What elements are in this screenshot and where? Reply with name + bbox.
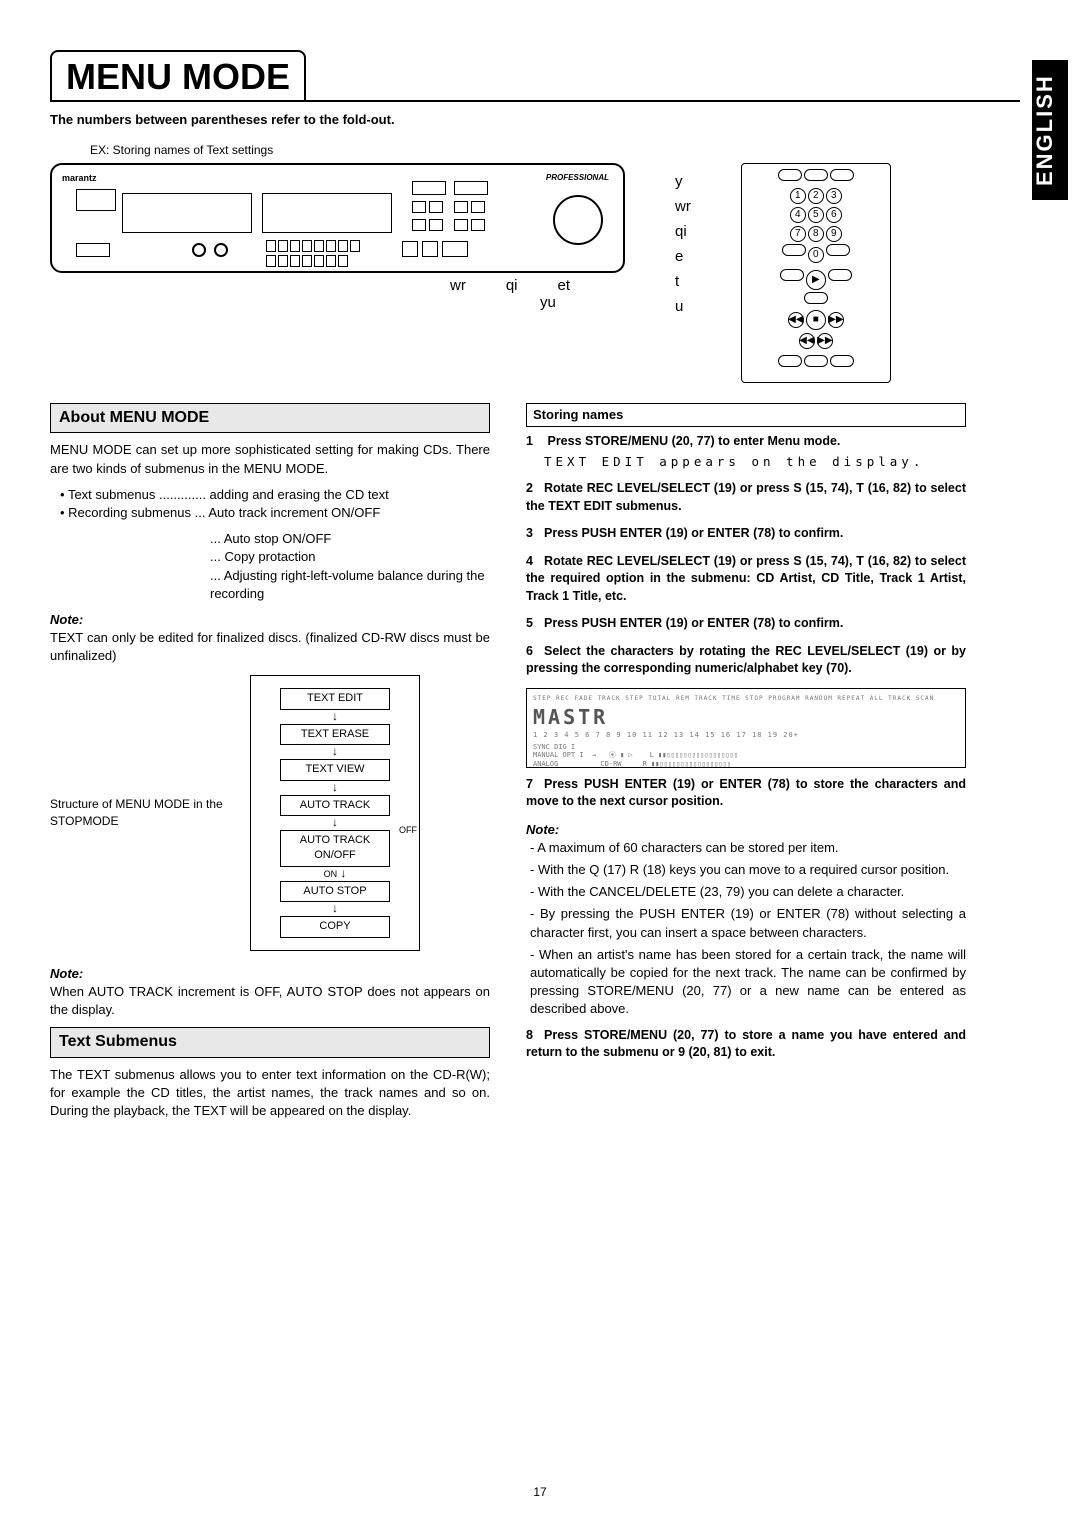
flow-box: AUTO TRACK (280, 795, 390, 816)
list-item: Copy protaction (210, 548, 490, 566)
text-submenus-heading: Text Submenus (50, 1027, 490, 1057)
callout: qi (675, 223, 691, 240)
device-callouts-side: y wr qi e t u (675, 173, 691, 315)
page-title: MENU MODE (50, 50, 306, 102)
callout: y (675, 173, 691, 190)
step-item: Rotate REC LEVEL/SELECT (19) or press S … (526, 480, 966, 515)
storing-step8: Press STORE/MENU (20, 77) to store a nam… (526, 1027, 966, 1062)
subtitle: The numbers between parentheses refer to… (50, 112, 1040, 127)
flow-diagram-wrap: Structure of MENU MODE in the STOPMODE T… (50, 675, 490, 950)
note-label: Note: (50, 965, 490, 983)
step-item: Press PUSH ENTER (19) or ENTER (78) to c… (526, 525, 966, 543)
flow-box: AUTO TRACK ON/OFF (280, 830, 390, 867)
callout: e (675, 248, 691, 265)
text-submenus-body: The TEXT submenus allows you to enter te… (50, 1066, 490, 1121)
step-item: Press STORE/MENU (20, 77) to enter Menu … (526, 433, 966, 470)
storing-heading: Storing names (526, 403, 966, 427)
flow-box: TEXT EDIT (280, 688, 390, 709)
list-item: Text submenus ............. adding and e… (60, 486, 490, 504)
flow-box: TEXT ERASE (280, 724, 390, 745)
storing-notes: A maximum of 60 characters can be stored… (530, 839, 966, 1019)
step-sub: TEXT EDIT appears on the display. (544, 453, 966, 471)
about-heading: About MENU MODE (50, 403, 490, 433)
display-top-row: STEP REC FADE TRACK STEP TOTAL REM TRACK… (533, 695, 959, 703)
remote-diagram: 123 456 789 0 ▶ ◀◀■▶▶ ◀◀▶▶ (741, 163, 891, 383)
list-item: When an artist's name has been stored fo… (530, 946, 966, 1019)
callout: qi (506, 277, 518, 294)
lcd-display: STEP REC FADE TRACK STEP TOTAL REM TRACK… (526, 688, 966, 768)
note-text: TEXT can only be edited for finalized di… (50, 629, 490, 665)
display-bottom: SYNC DIG I MANUAL OPT I → ⦿ ▮ ▷ L ▮▮▯▯▯▯… (533, 743, 959, 768)
list-item: Recording submenus ... Auto track increm… (60, 504, 490, 522)
step-item: Rotate REC LEVEL/SELECT (19) or press S … (526, 553, 966, 606)
device-diagram-row: marantz PROFESSIONAL (50, 163, 1040, 383)
flow-side-label: Structure of MENU MODE in the STOPMODE (50, 796, 230, 830)
display-nums: 1 2 3 4 5 6 7 8 9 10 11 12 13 14 15 16 1… (533, 731, 959, 741)
list-item: Adjusting right-left-volume balance duri… (210, 567, 490, 603)
storing-steps-cont: Press PUSH ENTER (19) or ENTER (78) to s… (526, 776, 966, 811)
flow-box: COPY (280, 916, 390, 937)
callout: t (675, 273, 691, 290)
note-label: Note: (526, 821, 966, 839)
right-column: Storing names Press STORE/MENU (20, 77) … (526, 403, 966, 1128)
page-number: 17 (533, 1485, 546, 1499)
step-item: Press PUSH ENTER (19) or ENTER (78) to c… (526, 615, 966, 633)
step-item: Select the characters by rotating the RE… (526, 643, 966, 678)
step-item: Press STORE/MENU (20, 77) to store a nam… (526, 1027, 966, 1062)
list-item: With the Q (17) R (18) keys you can move… (530, 861, 966, 879)
device-diagram: marantz PROFESSIONAL (50, 163, 625, 273)
list-item: By pressing the PUSH ENTER (19) or ENTER… (530, 905, 966, 941)
flow-diagram: TEXT EDIT ↓ TEXT ERASE ↓ TEXT VIEW ↓ AUT… (250, 675, 420, 950)
display-big-text: MASTR (533, 703, 959, 731)
language-tab: ENGLISH (1032, 60, 1068, 200)
callout: wr (450, 277, 466, 294)
callout: u (675, 298, 691, 315)
step-item: Press PUSH ENTER (19) or ENTER (78) to s… (526, 776, 966, 811)
flow-box: TEXT VIEW (280, 759, 390, 780)
callout: yu (540, 294, 625, 311)
off-label: OFF (399, 824, 417, 837)
storing-steps: Press STORE/MENU (20, 77) to enter Menu … (526, 433, 966, 678)
about-bullets: Text submenus ............. adding and e… (60, 486, 490, 522)
list-item: With the CANCEL/DELETE (23, 79) you can … (530, 883, 966, 901)
callout: wr (675, 198, 691, 215)
note-label: Note: (50, 611, 490, 629)
brand-label: marantz (62, 173, 97, 183)
left-column: About MENU MODE MENU MODE can set up mor… (50, 403, 490, 1128)
about-sub-bullets: Auto stop ON/OFF Copy protaction Adjusti… (210, 530, 490, 603)
about-intro: MENU MODE can set up more sophisticated … (50, 441, 490, 477)
on-label: ON (324, 869, 338, 879)
device-callouts-row: wr qi et (450, 277, 625, 294)
flow-box: AUTO STOP (280, 881, 390, 902)
list-item: A maximum of 60 characters can be stored… (530, 839, 966, 857)
note-text: When AUTO TRACK increment is OFF, AUTO S… (50, 983, 490, 1019)
callout: et (558, 277, 571, 294)
professional-label: PROFESSIONAL (546, 173, 609, 182)
list-item: Auto stop ON/OFF (210, 530, 490, 548)
example-label: EX: Storing names of Text settings (90, 143, 1040, 157)
